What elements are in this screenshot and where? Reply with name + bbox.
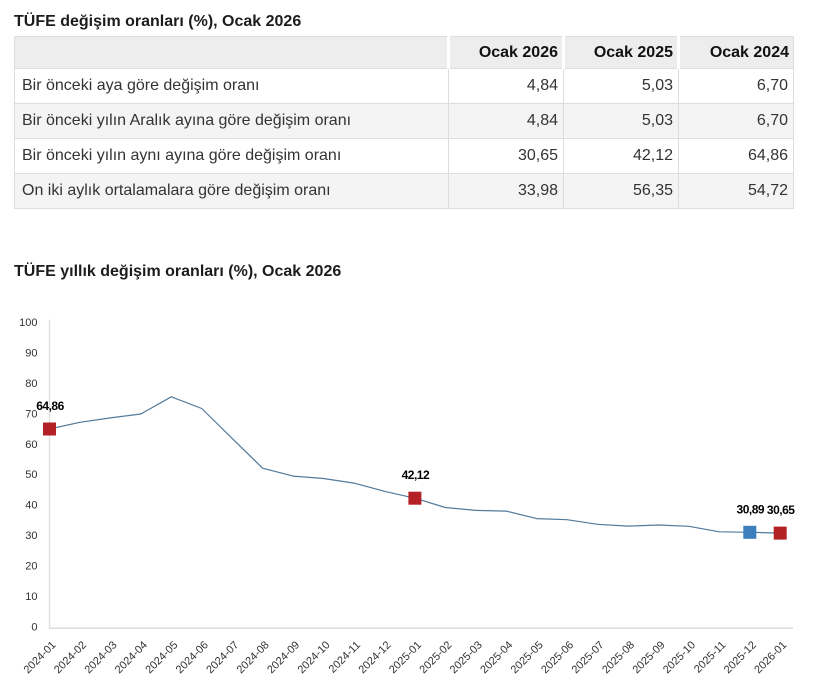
svg-text:2024-03: 2024-03 bbox=[82, 639, 119, 676]
svg-text:30: 30 bbox=[25, 530, 37, 542]
svg-text:2025-03: 2025-03 bbox=[448, 639, 485, 676]
svg-text:2024-04: 2024-04 bbox=[113, 639, 150, 676]
svg-text:2025-06: 2025-06 bbox=[539, 639, 576, 676]
svg-text:2025-01: 2025-01 bbox=[387, 639, 424, 676]
svg-text:2025-10: 2025-10 bbox=[661, 639, 698, 676]
svg-text:64,86: 64,86 bbox=[36, 399, 64, 413]
svg-text:30,89: 30,89 bbox=[737, 502, 765, 516]
svg-text:2025-02: 2025-02 bbox=[417, 639, 454, 676]
svg-text:2024-10: 2024-10 bbox=[296, 639, 333, 676]
svg-text:2024-12: 2024-12 bbox=[356, 639, 393, 676]
svg-text:10: 10 bbox=[25, 591, 37, 603]
svg-text:2025-04: 2025-04 bbox=[478, 639, 515, 676]
svg-text:100: 100 bbox=[19, 317, 37, 329]
svg-text:20: 20 bbox=[25, 561, 37, 573]
svg-text:2024-07: 2024-07 bbox=[204, 639, 241, 676]
svg-text:2025-07: 2025-07 bbox=[570, 639, 607, 676]
svg-text:90: 90 bbox=[25, 348, 37, 360]
svg-text:30,65: 30,65 bbox=[767, 503, 795, 517]
svg-text:2025-12: 2025-12 bbox=[722, 639, 759, 676]
svg-text:2025-08: 2025-08 bbox=[600, 639, 637, 676]
svg-text:2024-01: 2024-01 bbox=[22, 639, 59, 676]
svg-text:2025-05: 2025-05 bbox=[509, 639, 546, 676]
svg-text:80: 80 bbox=[25, 378, 37, 390]
svg-text:42,12: 42,12 bbox=[402, 468, 430, 482]
svg-text:2024-06: 2024-06 bbox=[174, 639, 211, 676]
svg-text:2024-08: 2024-08 bbox=[235, 639, 272, 676]
svg-text:40: 40 bbox=[25, 500, 37, 512]
svg-text:2025-09: 2025-09 bbox=[630, 639, 667, 676]
svg-text:50: 50 bbox=[25, 469, 37, 481]
svg-text:70: 70 bbox=[25, 408, 37, 420]
svg-text:2024-05: 2024-05 bbox=[143, 639, 180, 676]
svg-text:0: 0 bbox=[31, 621, 37, 633]
svg-text:2026-01: 2026-01 bbox=[752, 639, 789, 676]
svg-text:2024-02: 2024-02 bbox=[52, 639, 89, 676]
svg-text:60: 60 bbox=[25, 439, 37, 451]
svg-text:2024-09: 2024-09 bbox=[265, 639, 302, 676]
